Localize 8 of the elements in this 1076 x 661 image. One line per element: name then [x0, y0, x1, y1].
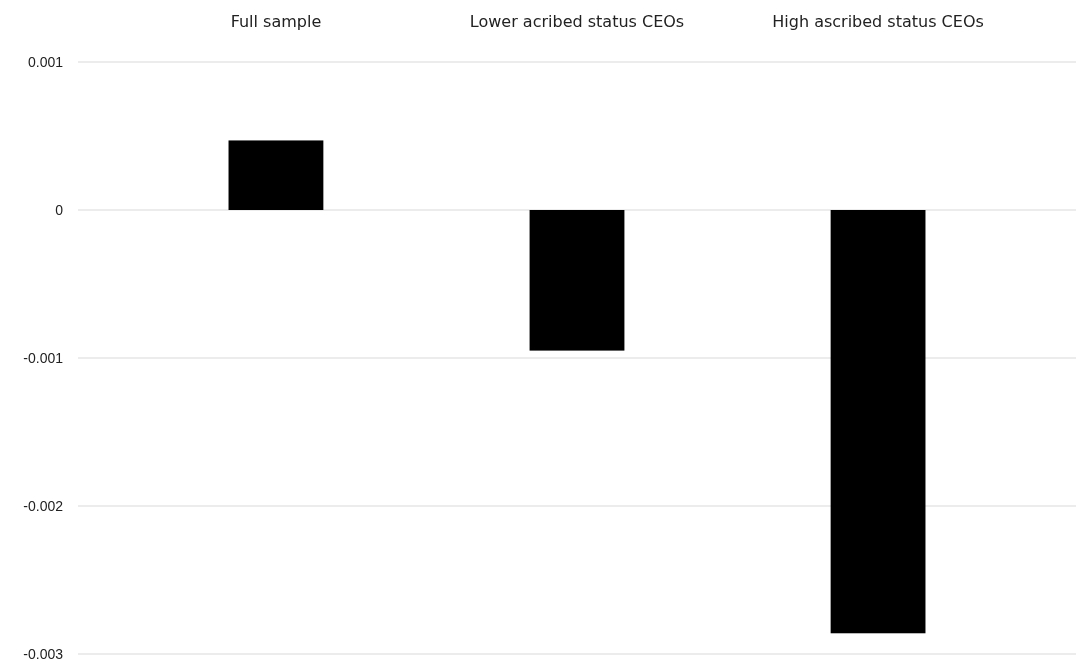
y-tick-label: 0.001	[27, 53, 64, 70]
y-tick-label: 0	[55, 201, 64, 218]
y-tick-label: -0.002	[23, 497, 64, 514]
y-tick-label: -0.003	[23, 645, 64, 661]
x-tick-label: Lower acribed status CEOs	[469, 12, 685, 31]
x-tick-label: Full sample	[230, 12, 322, 31]
y-tick-label: -0.001	[23, 349, 64, 366]
x-tick-label: High ascribed status CEOs	[772, 12, 984, 31]
